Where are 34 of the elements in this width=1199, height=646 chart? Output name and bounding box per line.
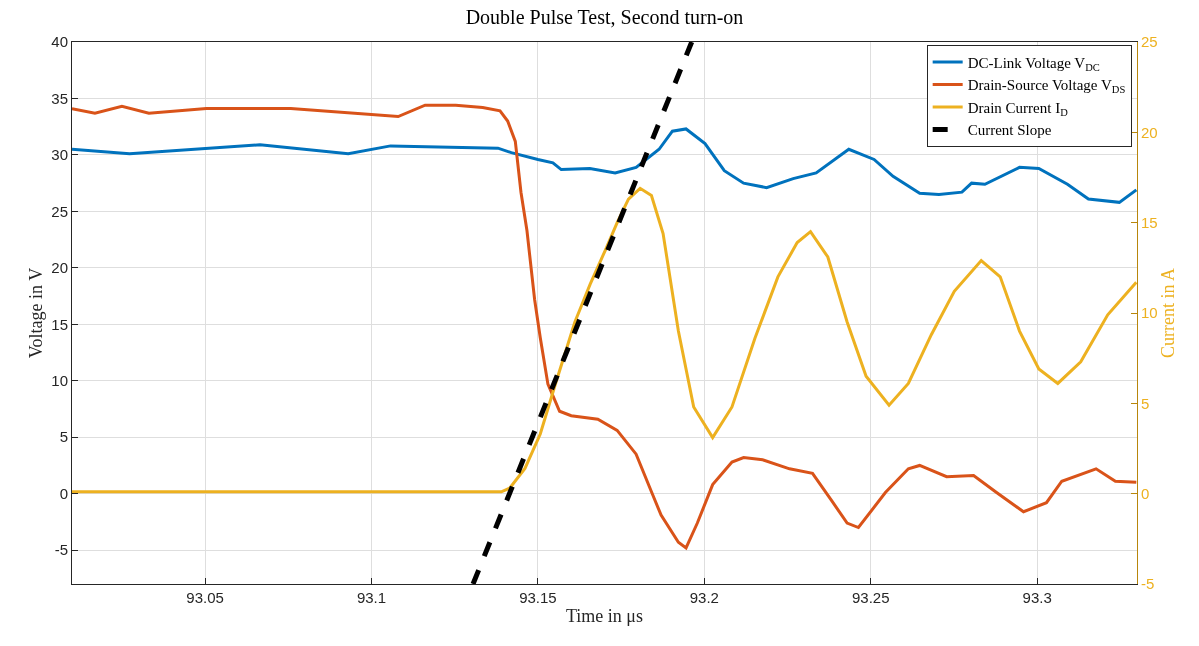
y2-tick-label: 10 xyxy=(1141,304,1158,322)
y-tick-label: 30 xyxy=(51,146,68,164)
x-tick-label: 93.05 xyxy=(186,589,224,606)
y-tick-label: 5 xyxy=(59,428,68,446)
y2-tick-label: -5 xyxy=(1141,575,1155,593)
x-tick-label: 93.15 xyxy=(519,589,557,606)
line-series xyxy=(72,127,1137,204)
legend-label: Drain-Source Voltage V$_{DS}$ xyxy=(967,77,1126,96)
y2-tick-label: 0 xyxy=(1141,484,1150,502)
y-axis-title: Voltage in V xyxy=(25,267,46,359)
legend-label: DC-Link Voltage V$_{DC}$ xyxy=(967,54,1100,73)
y-tick-label: 20 xyxy=(51,259,68,277)
y-tick-label: 40 xyxy=(51,33,68,51)
line-series xyxy=(72,186,1137,494)
legend-label: Current Slope xyxy=(967,122,1052,139)
y-tick-label: 35 xyxy=(51,89,68,107)
y2-tick-label: 5 xyxy=(1141,394,1150,412)
x-axis-title: Time in μs xyxy=(565,606,644,627)
chart-title: Double Pulse Test, Second turn-on xyxy=(465,5,744,28)
x-tick-label: 93.1 xyxy=(356,589,387,606)
y-tick-label: 25 xyxy=(51,202,68,220)
x-tick-label: 93.2 xyxy=(689,589,719,606)
x-tick-label: 93.3 xyxy=(1022,589,1052,606)
y-tick-label: 10 xyxy=(51,372,68,389)
y2-tick-label: 15 xyxy=(1141,213,1158,231)
y-tick-label: 0 xyxy=(59,484,68,502)
y2-axis-title: Current in A xyxy=(1157,268,1178,358)
line-series xyxy=(72,103,1137,550)
y-tick-label: 15 xyxy=(51,315,68,333)
y2-tick-label: 25 xyxy=(1141,33,1158,51)
legend-label: Drain Current I$_{D}$ xyxy=(967,99,1069,118)
y-tick-label: -5 xyxy=(54,541,68,559)
y2-tick-label: 20 xyxy=(1141,123,1158,141)
x-tick-label: 93.25 xyxy=(851,589,890,606)
